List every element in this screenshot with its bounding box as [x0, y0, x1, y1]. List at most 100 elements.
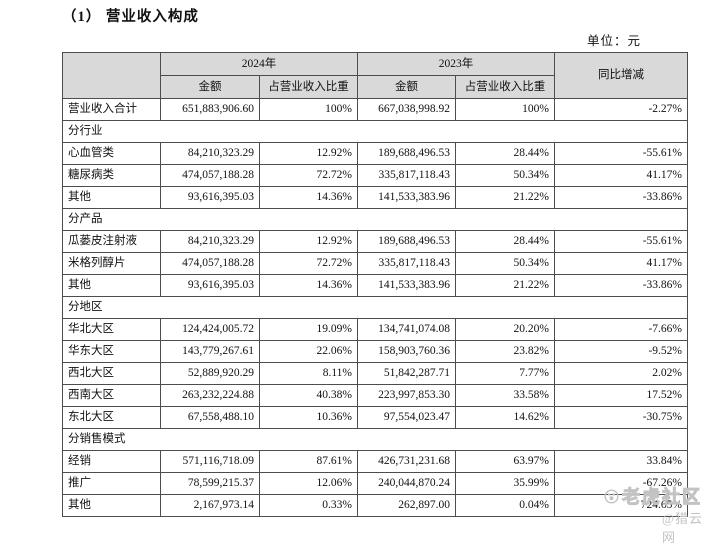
table-row: 其他 93,616,395.03 14.36% 141,533,383.96 21.22…	[62, 274, 688, 297]
ratio-2023: 63.97%	[455, 450, 555, 473]
yoy-value: -33.86%	[554, 274, 688, 297]
amount-2024: 84,210,323.29	[160, 230, 260, 253]
row-label: 心血管类	[62, 142, 161, 165]
ratio-2023: 20.20%	[455, 318, 555, 341]
amount-2023: 335,817,118.43	[357, 164, 456, 187]
ratio-2023: 14.62%	[455, 406, 555, 429]
amount-2024: 2,167,973.14	[160, 494, 260, 517]
section-title: 分产品	[62, 208, 688, 231]
row-label: 营业收入合计	[62, 98, 161, 121]
yoy-value: -9.52%	[554, 340, 688, 363]
ratio-2023: 0.04%	[455, 494, 555, 517]
row-label: 华东大区	[62, 340, 161, 363]
amount-2023: 223,997,853.30	[357, 384, 456, 407]
yoy-value: 724.65%	[554, 494, 688, 517]
ratio-2024: 0.33%	[259, 494, 358, 517]
table-row: 华北大区 124,424,005.72 19.09% 134,741,074.08 20…	[62, 318, 688, 341]
amount-2024: 93,616,395.03	[160, 186, 260, 209]
ratio-2024: 72.72%	[259, 252, 358, 275]
row-label: 米格列醇片	[62, 252, 161, 275]
amount-2023-header: 金额	[357, 75, 456, 99]
amount-2023: 141,533,383.96	[357, 274, 456, 297]
year-2024-header: 2024年	[160, 52, 358, 76]
yoy-value: -67.26%	[554, 472, 688, 495]
ratio-2024: 10.36%	[259, 406, 358, 429]
yoy-value: -2.27%	[554, 98, 688, 121]
header-row-measures: 金额 占营业收入比重 金额 占营业收入比重	[63, 75, 688, 99]
amount-2024: 124,424,005.72	[160, 318, 260, 341]
section-title: 分地区	[62, 296, 688, 319]
row-label: 糖尿病类	[62, 164, 161, 187]
table-row: 华东大区 143,779,267.61 22.06% 158,903,760.36 23…	[62, 340, 688, 363]
row-label: 其他	[62, 494, 161, 517]
table-row: 其他 93,616,395.03 14.36% 141,533,383.96 21.22…	[62, 186, 688, 209]
amount-2023: 189,688,496.53	[357, 142, 456, 165]
row-label: 西南大区	[62, 384, 161, 407]
yoy-value: -55.61%	[554, 142, 688, 165]
ratio-2023: 21.22%	[455, 274, 555, 297]
amount-2024: 84,210,323.29	[160, 142, 260, 165]
amount-2024: 651,883,906.60	[160, 98, 260, 121]
amount-2024-header: 金额	[160, 75, 260, 99]
table-row: 西北大区 52,889,920.29 8.11% 51,842,287.71 7.77%…	[62, 362, 688, 385]
ratio-2023: 28.44%	[455, 230, 555, 253]
section-row: 分地区	[62, 296, 688, 319]
row-label: 推广	[62, 472, 161, 495]
amount-2023: 97,554,023.47	[357, 406, 456, 429]
section-row: 分行业	[62, 120, 688, 143]
row-label: 经销	[62, 450, 161, 473]
section-row: 分产品	[62, 208, 688, 231]
ratio-2023: 21.22%	[455, 186, 555, 209]
table-row: 糖尿病类 474,057,188.28 72.72% 335,817,118.43 50…	[62, 164, 688, 187]
amount-2023: 667,038,998.92	[357, 98, 456, 121]
amount-2024: 78,599,215.37	[160, 472, 260, 495]
table-body: 营业收入合计 651,883,906.60 100% 667,038,998.9…	[62, 98, 688, 517]
ratio-2024: 22.06%	[259, 340, 358, 363]
amount-2023: 134,741,074.08	[357, 318, 456, 341]
ratio-2023: 23.82%	[455, 340, 555, 363]
amount-2023: 335,817,118.43	[357, 252, 456, 275]
ratio-2024: 72.72%	[259, 164, 358, 187]
row-label: 华北大区	[62, 318, 161, 341]
page-title: （1） 营业收入构成	[62, 9, 199, 25]
section-row: 分销售模式	[62, 428, 688, 451]
ratio-2023: 35.99%	[455, 472, 555, 495]
header-row-years: 2024年 2023年 同比增减	[62, 52, 688, 99]
table-row: 其他 2,167,973.14 0.33% 262,897.00 0.04% 724.65…	[62, 494, 688, 517]
row-label: 其他	[62, 186, 161, 209]
ratio-2024: 12.92%	[259, 230, 358, 253]
amount-2024: 52,889,920.29	[160, 362, 260, 385]
yoy-value: 41.17%	[554, 164, 688, 187]
corner-cell	[62, 52, 161, 99]
row-label: 东北大区	[62, 406, 161, 429]
table-row: 经销 571,116,718.09 87.61% 426,731,231.68 63.9…	[62, 450, 688, 473]
table-header: 2024年 2023年 同比增减 金额 占营业收入比重 金额 占营业收入比重	[62, 52, 688, 99]
ratio-2024: 12.06%	[259, 472, 358, 495]
ratio-2023: 100%	[455, 98, 555, 121]
amount-2023: 262,897.00	[357, 494, 456, 517]
amount-2024: 67,558,488.10	[160, 406, 260, 429]
yoy-value: 17.52%	[554, 384, 688, 407]
yoy-value: 33.84%	[554, 450, 688, 473]
amount-2024: 263,232,224.88	[160, 384, 260, 407]
ratio-2024-header: 占营业收入比重	[259, 75, 358, 99]
amount-2023: 189,688,496.53	[357, 230, 456, 253]
revenue-composition-table: 2024年 2023年 同比增减 金额 占营业收入比重 金额 占营业收入比重 营…	[62, 52, 688, 517]
table-row: 心血管类 84,210,323.29 12.92% 189,688,496.53 28.…	[62, 142, 688, 165]
ratio-2024: 8.11%	[259, 362, 358, 385]
section-title: 分行业	[62, 120, 688, 143]
amount-2024: 93,616,395.03	[160, 274, 260, 297]
yoy-value: 2.02%	[554, 362, 688, 385]
section-title: 分销售模式	[62, 428, 688, 451]
amount-2024: 474,057,188.28	[160, 164, 260, 187]
amount-2024: 143,779,267.61	[160, 340, 260, 363]
total-row: 营业收入合计 651,883,906.60 100% 667,038,998.9…	[62, 98, 688, 121]
amount-2023: 51,842,287.71	[357, 362, 456, 385]
ratio-2023: 33.58%	[455, 384, 555, 407]
table-row: 瓜蒌皮注射液 84,210,323.29 12.92% 189,688,496.53 2…	[62, 230, 688, 253]
yoy-header: 同比增减	[554, 52, 688, 99]
amount-2023: 158,903,760.36	[357, 340, 456, 363]
amount-2024: 474,057,188.28	[160, 252, 260, 275]
ratio-2024: 19.09%	[259, 318, 358, 341]
row-label: 瓜蒌皮注射液	[62, 230, 161, 253]
